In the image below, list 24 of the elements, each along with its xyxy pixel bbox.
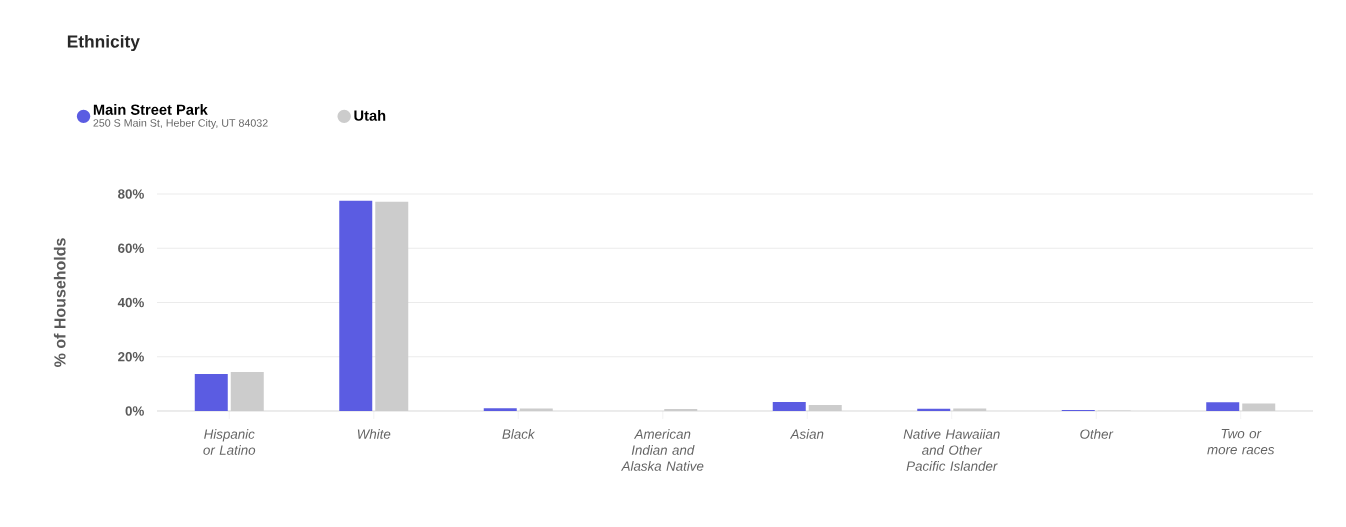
legend-label: Utah [354, 110, 386, 121]
bar [772, 402, 806, 411]
bar [194, 374, 228, 411]
y-tick-label: 60% [118, 243, 144, 253]
y-tick-label: 0% [125, 406, 144, 416]
x-tick-label: Two or more races [1207, 429, 1275, 455]
x-tick-label: Native Hawaiian and Other Pacific Islander [903, 429, 1000, 471]
y-tick-label: 20% [118, 352, 144, 362]
chart-title: Ethnicity [67, 34, 140, 52]
x-tick-label: Hispanic or Latino [203, 429, 256, 455]
legend-label: Main Street Park [93, 104, 208, 115]
y-axis-title: % of Households [53, 238, 66, 367]
y-tick-label: 40% [117, 297, 144, 308]
x-tick-label: White [357, 429, 391, 439]
x-tick-label: American Indian and Alaska Native [620, 429, 704, 471]
bar [483, 408, 517, 411]
x-tick-label: Other [1080, 429, 1114, 439]
text: 250 S Main St, Heber City, UT 84032 [93, 118, 268, 129]
x-tick-label: Asian [789, 429, 824, 439]
y-tick-label: 80% [118, 189, 144, 199]
bar [339, 200, 373, 411]
x-tick-label: Black [502, 429, 536, 439]
bar [917, 408, 951, 411]
bar [1206, 402, 1240, 411]
